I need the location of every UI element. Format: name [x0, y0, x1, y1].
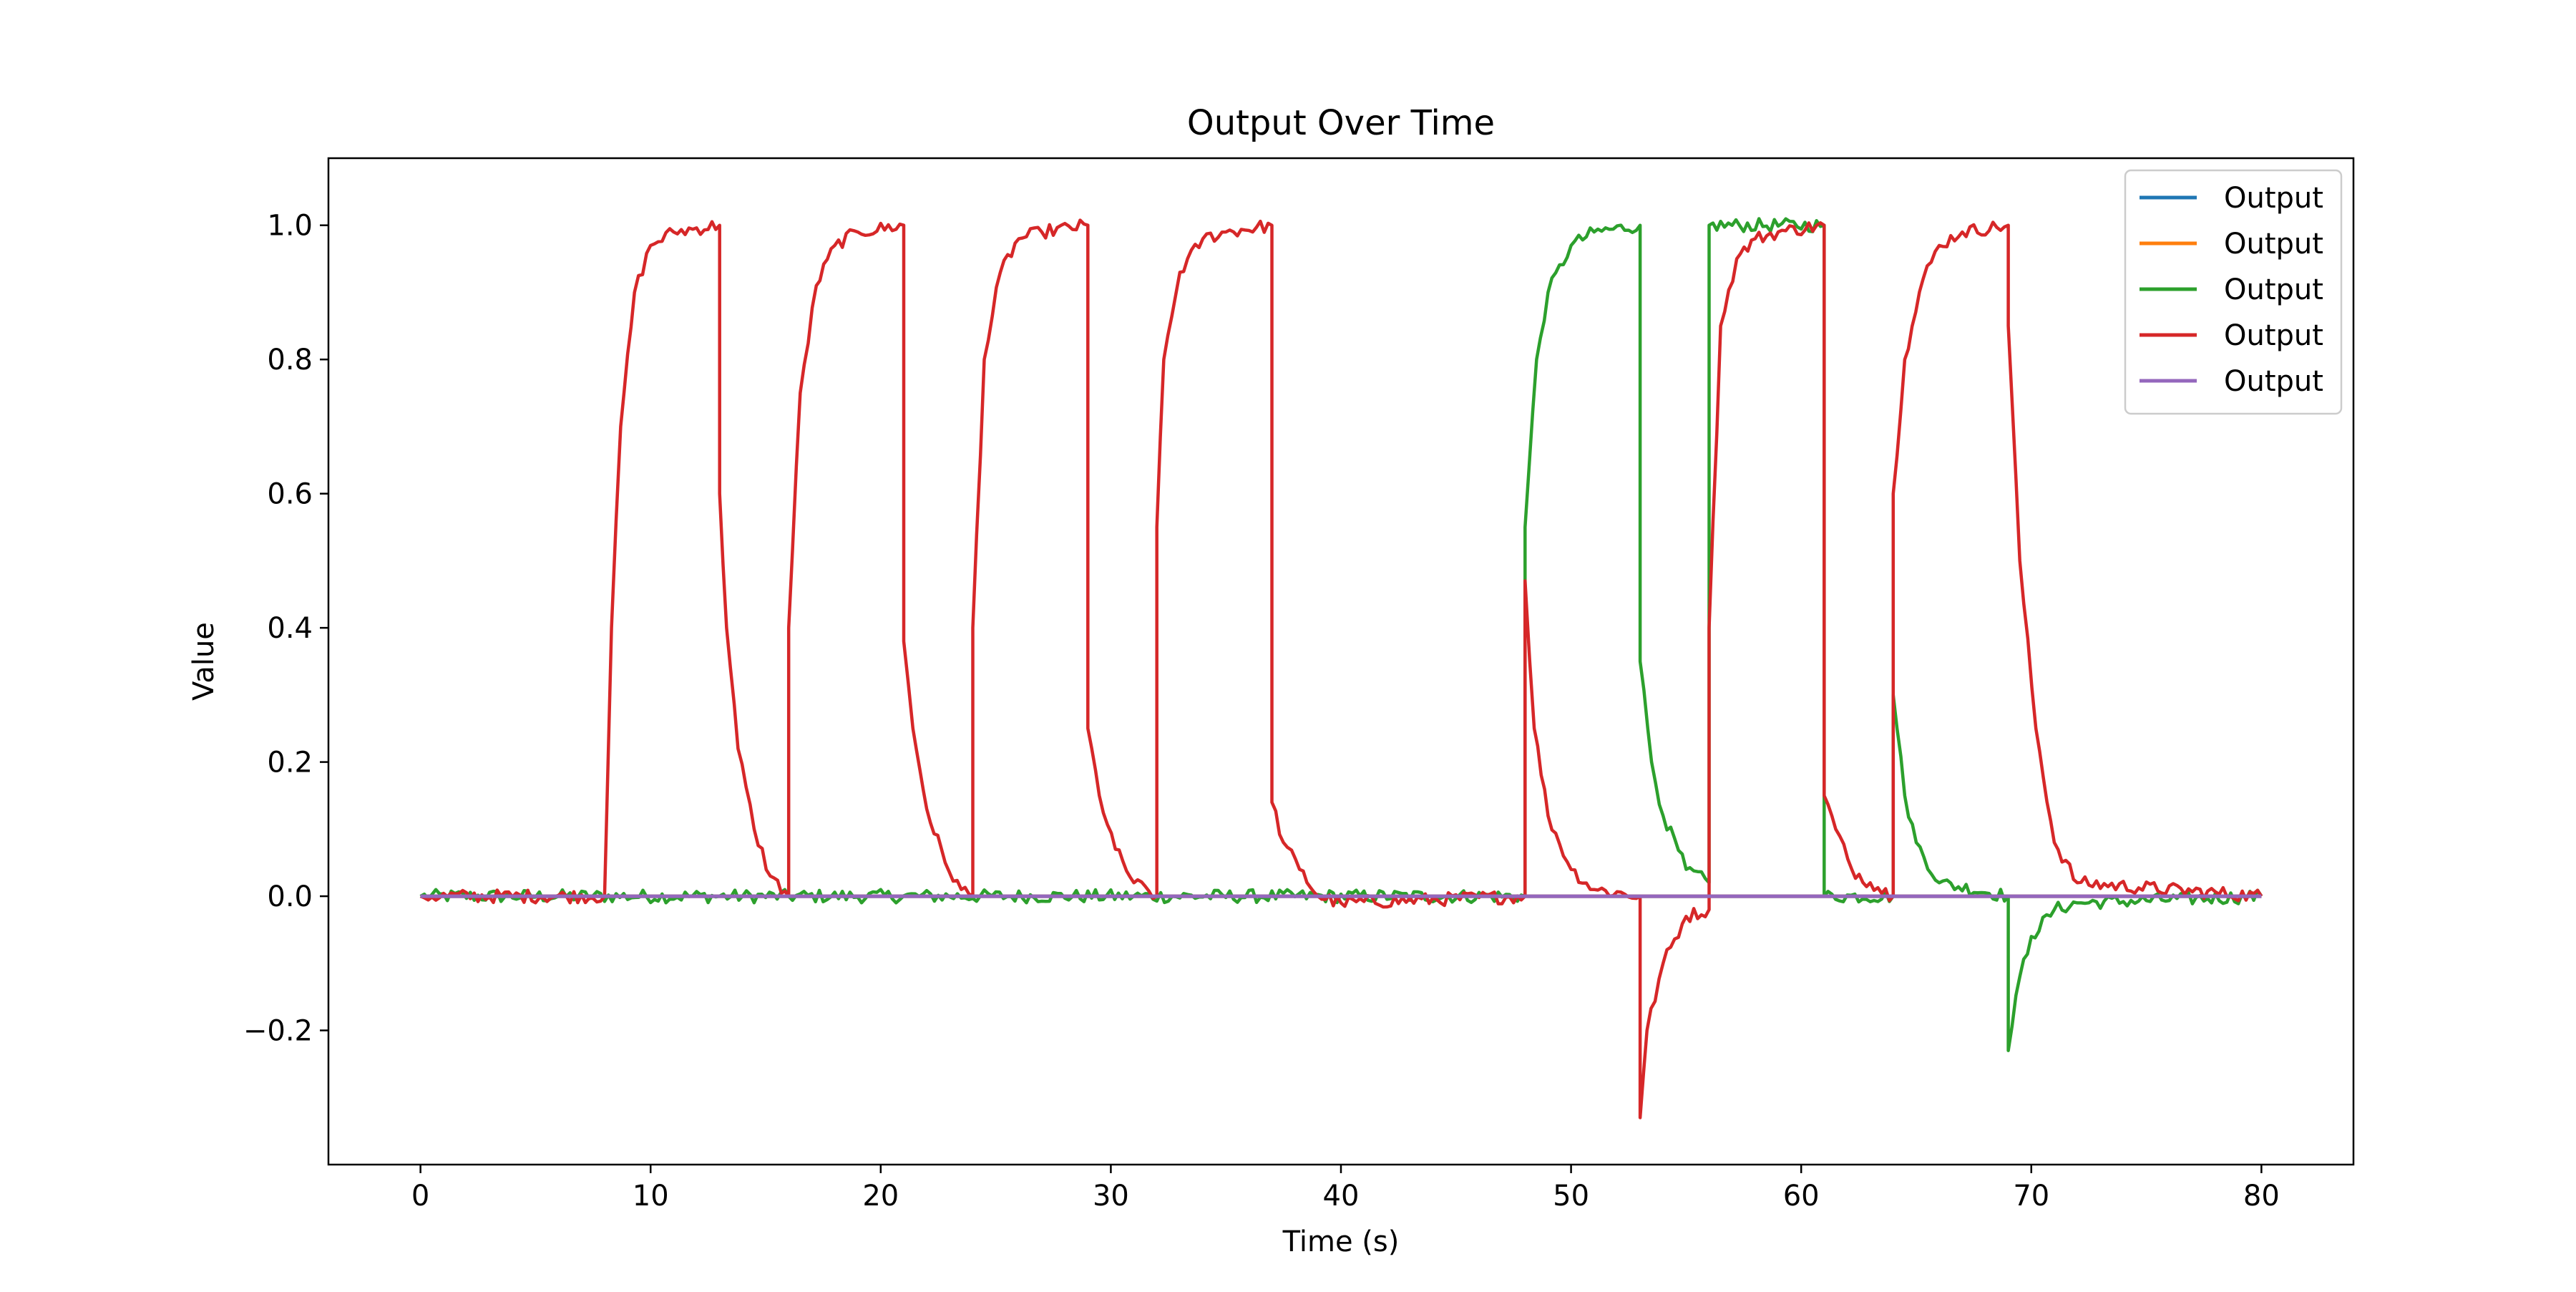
chart-title: Output Over Time: [1187, 103, 1495, 143]
x-tick-label: 70: [2013, 1180, 2049, 1213]
x-tick-label: 0: [411, 1180, 429, 1213]
tick-layer: 0 10 20 30 40 50 60 70 80 −0.2 0.0 0.2 0.4 0.6 0.8 1.0: [243, 210, 2280, 1213]
series-line-3: [419, 217, 2263, 1052]
x-tick-label: 60: [1783, 1180, 1820, 1213]
x-tick-label: 10: [633, 1180, 669, 1213]
x-tick-label: 20: [862, 1180, 899, 1213]
legend-box: [2124, 169, 2343, 415]
legend-label-5: Output: [2224, 365, 2323, 398]
y-tick-label: 0.2: [267, 747, 313, 779]
legend-label-4: Output: [2224, 319, 2323, 352]
series-layer: [419, 217, 2263, 1119]
y-tick-label: 0.4: [267, 612, 313, 645]
legend-label-3: Output: [2224, 273, 2323, 306]
x-tick-label: 50: [1553, 1180, 1589, 1213]
y-tick-label: 0.6: [267, 478, 313, 511]
y-tick-label: 1.0: [267, 210, 313, 243]
x-tick-label: 40: [1323, 1180, 1360, 1213]
plot-area-frame: [327, 157, 2355, 1166]
y-tick-label: 0.0: [267, 880, 313, 913]
x-tick-label: 30: [1093, 1180, 1129, 1213]
y-axis-label: Value: [187, 622, 220, 701]
x-tick-label: 80: [2243, 1180, 2280, 1213]
x-axis-label: Time (s): [1282, 1225, 1400, 1258]
legend-label-1: Output: [2224, 182, 2323, 215]
series-line-4: [419, 218, 2263, 1119]
y-tick-label: −0.2: [243, 1015, 313, 1048]
legend: Output Output Output Output Output: [2124, 169, 2343, 415]
y-tick-label: 0.8: [267, 344, 313, 377]
legend-label-2: Output: [2224, 228, 2323, 261]
